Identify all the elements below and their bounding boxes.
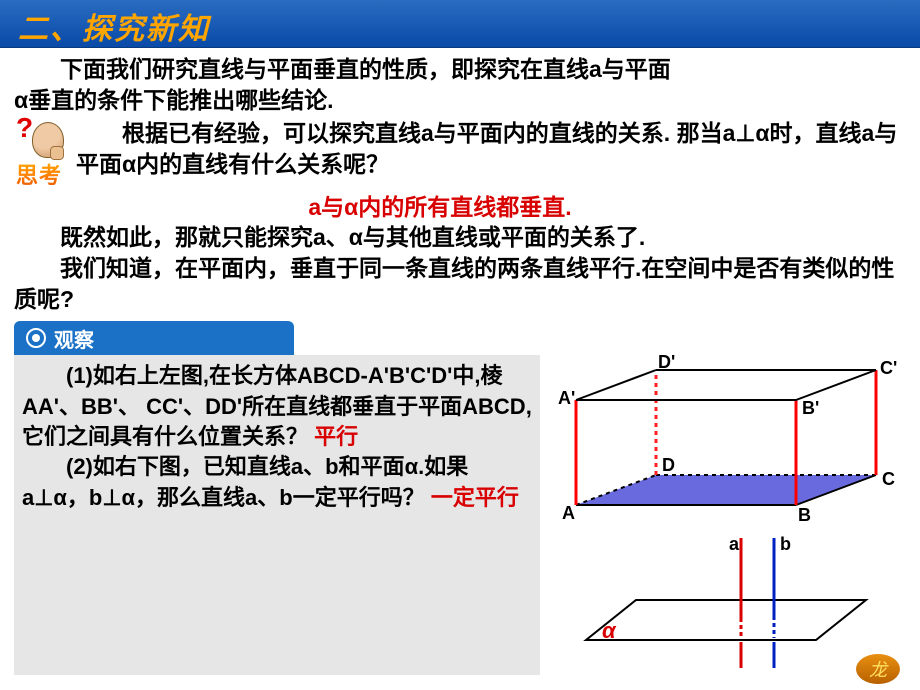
- observe-header: 观察: [14, 321, 294, 355]
- paragraph-4: 我们知道，在平面内，垂直于同一条直线的两条直线平行.在空间中是否有类似的性质呢?: [14, 253, 906, 315]
- question-2: (2)如右下图，已知直线a、b和平面α.如果a⊥α，b⊥α，那么直线a、b一定平…: [22, 452, 532, 513]
- cuboid-figure: A B C D A' B' C' D': [546, 355, 906, 525]
- svg-text:A': A': [558, 388, 575, 408]
- think-paragraph: 根据已有经验，可以探究直线a与平面内的直线的关系. 那当a⊥α时，直线a与平面α…: [76, 118, 906, 180]
- svg-text:C: C: [882, 469, 895, 489]
- think-block: ? 思考 根据已有经验，可以探究直线a与平面内的直线的关系. 那当a⊥α时，直线…: [14, 118, 906, 188]
- plane-perpendicular-figure: a b α: [546, 530, 906, 670]
- footer-logo-icon: 龙: [856, 654, 900, 684]
- question-1: (1)如右上左图,在长方体ABCD-A'B'C'D'中,棱AA'、BB'、 CC…: [22, 361, 532, 452]
- svg-text:D': D': [658, 355, 675, 372]
- svg-text:C': C': [880, 358, 897, 378]
- paragraph-3: 既然如此，那就只能探究a、α与其他直线或平面的关系了.: [14, 222, 906, 253]
- intro-line-1a: 下面我们研究直线与平面垂直的性质，即探究在直线a与平面: [14, 54, 906, 85]
- content-area: 下面我们研究直线与平面垂直的性质，即探究在直线a与平面 α垂直的条件下能推出哪些…: [0, 48, 920, 675]
- figures-panel: A B C D A' B' C' D' a b α: [546, 355, 906, 675]
- answer-2: 一定平行: [431, 485, 519, 510]
- highlight-conclusion: a与α内的所有直线都垂直.: [0, 188, 906, 222]
- section-header: 二、探究新知: [0, 0, 920, 48]
- svg-text:A: A: [562, 503, 575, 523]
- think-label: 思考: [16, 158, 62, 190]
- footer-logo-text: 龙: [869, 656, 887, 682]
- question-mark-icon: ?: [16, 112, 33, 144]
- svg-text:B: B: [798, 505, 811, 525]
- section-title: 二、探究新知: [18, 13, 210, 46]
- svg-text:a: a: [729, 534, 740, 554]
- q1-text: (1)如右上左图,在长方体ABCD-A'B'C'D'中,棱AA'、BB'、 CC…: [22, 363, 532, 449]
- intro-line-1b: α垂直的条件下能推出哪些结论.: [14, 85, 906, 116]
- svg-text:B': B': [802, 398, 819, 418]
- answer-1: 平行: [314, 424, 358, 449]
- svg-text:D: D: [662, 455, 675, 475]
- thinking-person-icon: ? 思考: [14, 118, 70, 186]
- lower-row: (1)如右上左图,在长方体ABCD-A'B'C'D'中,棱AA'、BB'、 CC…: [14, 355, 906, 675]
- observe-label: 观察: [54, 324, 94, 353]
- q2-text: (2)如右下图，已知直线a、b和平面α.如果a⊥α，b⊥α，那么直线a、b一定平…: [22, 454, 468, 509]
- target-icon: [26, 328, 46, 348]
- questions-panel: (1)如右上左图,在长方体ABCD-A'B'C'D'中,棱AA'、BB'、 CC…: [14, 355, 540, 675]
- svg-text:b: b: [780, 534, 791, 554]
- svg-text:α: α: [602, 618, 617, 643]
